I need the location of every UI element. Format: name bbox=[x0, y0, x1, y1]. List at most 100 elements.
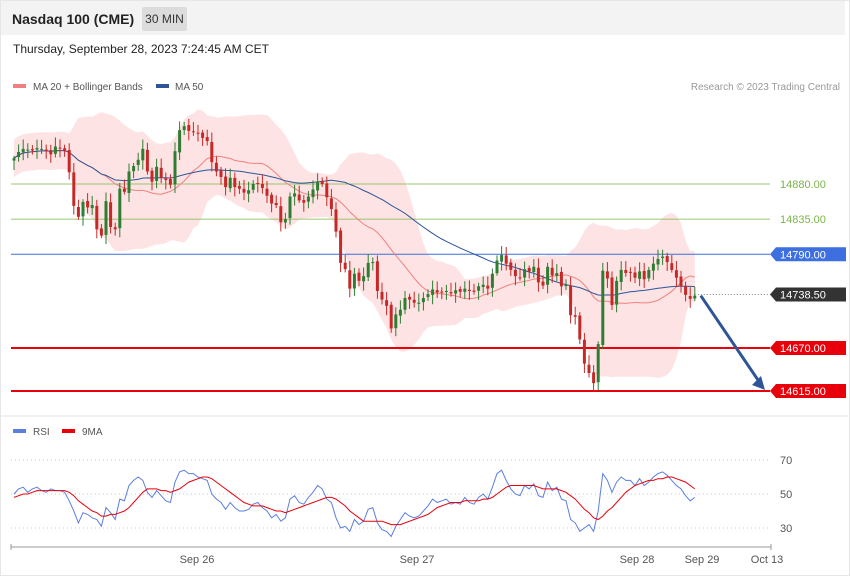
candle-body bbox=[389, 304, 393, 329]
candle bbox=[26, 143, 30, 159]
candle bbox=[403, 291, 407, 315]
candle-body bbox=[412, 299, 416, 303]
candle-body bbox=[684, 286, 688, 295]
candle bbox=[205, 129, 209, 146]
candle-body bbox=[242, 188, 246, 193]
level-labels: 14880.00 14835.00 14790.00 14738.50 14670.00… bbox=[770, 179, 846, 398]
candle bbox=[398, 300, 402, 324]
candle-body bbox=[306, 196, 310, 202]
candle bbox=[638, 262, 642, 287]
ma50-legend-swatch bbox=[156, 84, 169, 88]
candle-body bbox=[408, 296, 412, 300]
candle-body bbox=[477, 286, 481, 291]
candle-body bbox=[191, 131, 195, 133]
candle-body bbox=[343, 262, 347, 270]
credit-text: Research © 2023 Trading Central bbox=[691, 82, 840, 93]
candle-body bbox=[30, 149, 34, 151]
candle-body bbox=[513, 269, 517, 277]
candle bbox=[628, 267, 632, 282]
level-14880-00-label: 14880.00 bbox=[780, 179, 826, 191]
rsi-tick-50: 50 bbox=[780, 489, 792, 501]
candle bbox=[76, 199, 80, 220]
rsi-panel: 70 50 30 bbox=[11, 455, 792, 538]
candle bbox=[86, 193, 90, 214]
candle bbox=[224, 168, 228, 196]
level-14738-50-label: 14738.50 bbox=[780, 290, 826, 302]
candle-body bbox=[293, 193, 297, 197]
candle bbox=[67, 143, 71, 180]
candle-body bbox=[559, 271, 563, 287]
candle-body bbox=[458, 289, 462, 292]
candle-body bbox=[605, 271, 609, 279]
candle-body bbox=[247, 190, 251, 194]
candle bbox=[426, 289, 430, 301]
candle-body bbox=[178, 130, 182, 153]
candle bbox=[159, 158, 163, 184]
bollinger-band-area bbox=[14, 109, 695, 378]
candle bbox=[49, 144, 53, 163]
candle-body bbox=[564, 284, 568, 287]
level-14790-00-tag bbox=[770, 247, 846, 262]
candle bbox=[661, 249, 665, 265]
candle-body bbox=[95, 205, 99, 230]
rsi-tick-30: 30 bbox=[780, 523, 792, 535]
candle-body bbox=[638, 271, 642, 279]
x-axis: Sep 26 Sep 27 Sep 28 Sep 29 Oct 13 bbox=[10, 544, 783, 566]
candle bbox=[500, 246, 504, 271]
rsi-ma-line bbox=[13, 476, 696, 526]
candle bbox=[343, 254, 347, 273]
level-lines bbox=[11, 183, 770, 392]
candle-body bbox=[352, 273, 356, 289]
candle-body bbox=[260, 183, 264, 188]
candle bbox=[145, 142, 149, 175]
candle bbox=[283, 212, 287, 229]
candle bbox=[44, 144, 48, 159]
candle-body bbox=[651, 263, 655, 271]
candle bbox=[472, 283, 476, 295]
candle-body bbox=[17, 151, 21, 158]
candle-body bbox=[35, 148, 39, 150]
candle-body bbox=[421, 298, 425, 303]
candle bbox=[270, 192, 274, 213]
candle bbox=[210, 132, 214, 172]
candle-body bbox=[118, 188, 122, 229]
candle bbox=[615, 276, 619, 313]
candle-body bbox=[527, 268, 531, 272]
candle bbox=[513, 263, 517, 286]
candle bbox=[587, 355, 591, 378]
candle bbox=[178, 121, 182, 161]
candle bbox=[141, 139, 145, 170]
candle bbox=[679, 270, 683, 293]
candle bbox=[578, 312, 582, 345]
candle-body bbox=[81, 201, 85, 217]
candle-body bbox=[237, 185, 241, 189]
candle-body bbox=[486, 285, 490, 289]
forecast-arrow-head bbox=[752, 375, 765, 390]
candle bbox=[168, 174, 172, 189]
candle-body bbox=[440, 291, 444, 293]
candle-body bbox=[380, 291, 384, 300]
candle bbox=[40, 139, 44, 155]
candle-body bbox=[132, 166, 136, 172]
candle bbox=[256, 176, 260, 193]
candle-body bbox=[587, 364, 591, 373]
candle bbox=[63, 144, 67, 157]
candle-body bbox=[145, 149, 149, 172]
candle-body bbox=[523, 269, 527, 278]
candle-body bbox=[159, 167, 163, 178]
candle bbox=[30, 145, 34, 155]
candle-body bbox=[283, 219, 287, 223]
interval-button[interactable]: 30 MIN bbox=[142, 7, 187, 31]
candle-body bbox=[398, 309, 402, 316]
candle-body bbox=[403, 298, 407, 310]
candle bbox=[362, 267, 366, 291]
candle bbox=[297, 185, 301, 203]
candle-body bbox=[375, 261, 379, 291]
candle bbox=[536, 258, 540, 292]
candle-body bbox=[628, 271, 632, 273]
candle-body bbox=[288, 196, 292, 218]
candle bbox=[670, 255, 674, 273]
candle bbox=[196, 124, 200, 142]
ma20-legend-swatch bbox=[13, 84, 26, 88]
candle-body bbox=[40, 148, 44, 150]
